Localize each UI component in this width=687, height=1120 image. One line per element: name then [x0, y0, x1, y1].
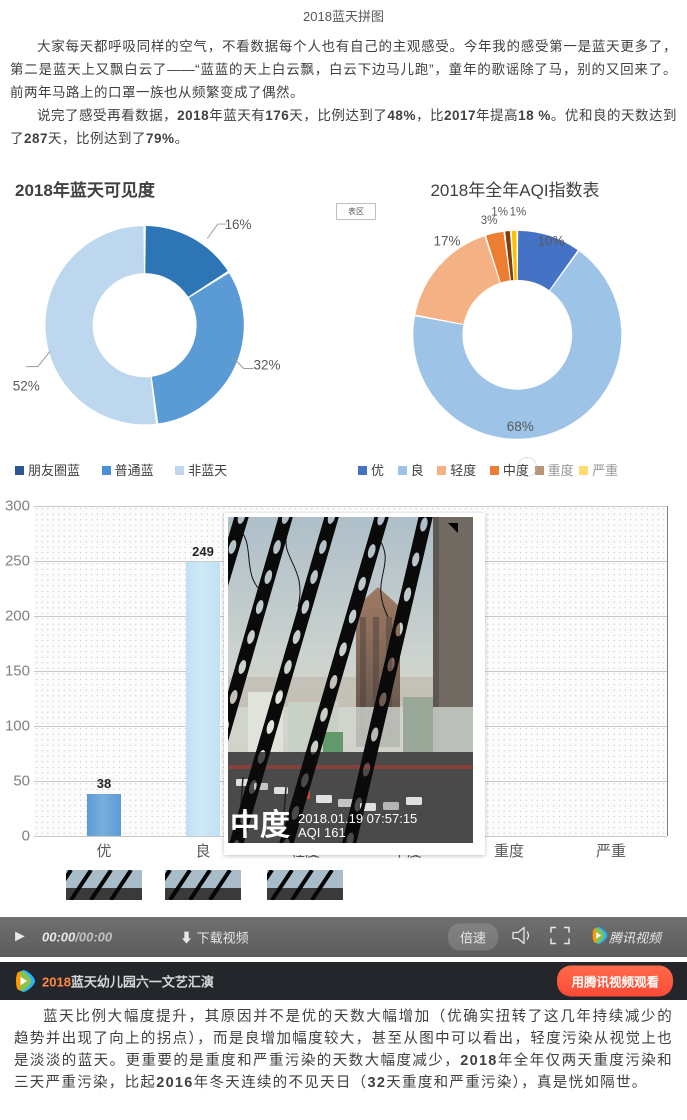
svg-text:16%: 16%	[225, 217, 252, 232]
svg-text:17%: 17%	[434, 233, 461, 248]
svg-text:1%: 1%	[491, 206, 508, 218]
svg-text:32%: 32%	[253, 357, 280, 372]
svg-text:68%: 68%	[507, 419, 534, 434]
svg-text:52%: 52%	[13, 379, 40, 394]
svg-text:2018.01.19 07:57:15: 2018.01.19 07:57:15	[298, 811, 417, 826]
svg-text:AQI 161: AQI 161	[298, 825, 346, 840]
svg-text:10%: 10%	[538, 233, 565, 248]
svg-text:1%: 1%	[510, 206, 527, 218]
svg-text:中度: 中度	[230, 809, 290, 842]
